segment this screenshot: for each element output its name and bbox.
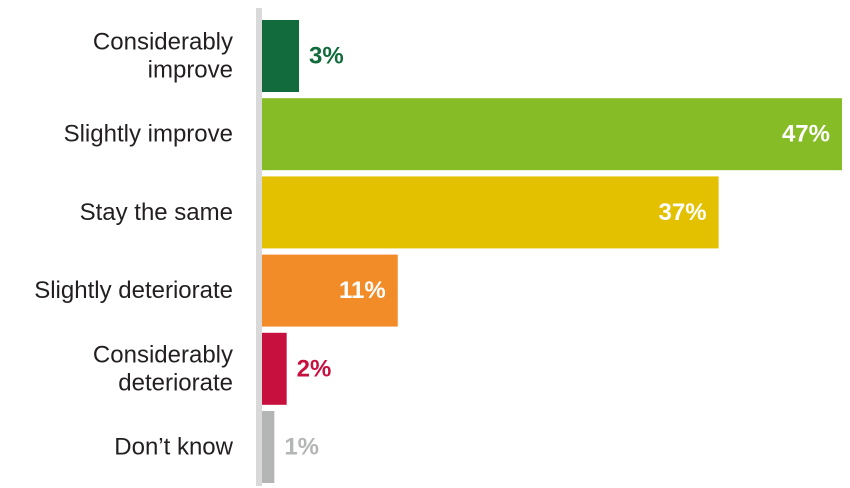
category-label-line: Considerably — [93, 341, 233, 368]
category-label-line: Don’t know — [114, 434, 233, 461]
category-label-line: Slightly deteriorate — [34, 277, 233, 304]
category-label-line: Considerably — [93, 29, 233, 56]
bar — [262, 176, 719, 249]
category-label: Slightly deteriorate — [34, 277, 233, 304]
category-label: Stay the same — [80, 199, 233, 226]
value-label: 47% — [782, 121, 830, 148]
category-axis — [256, 8, 262, 486]
category-label: Don’t know — [114, 434, 233, 461]
bar — [262, 20, 300, 92]
category-label: Considerably deteriorate — [93, 341, 233, 396]
value-label: 2% — [297, 355, 332, 382]
value-label: 3% — [309, 43, 344, 70]
category-label-line: improve — [148, 57, 233, 84]
bar — [262, 254, 398, 327]
category-label-line: deteriorate — [118, 369, 233, 396]
bar — [262, 98, 842, 171]
category-label: Considerably improve — [93, 29, 233, 84]
category-label: Slightly improve — [64, 121, 233, 148]
category-label-line: Stay the same — [80, 199, 233, 226]
value-label: 11% — [339, 277, 386, 304]
value-label: 1% — [284, 434, 319, 461]
category-label-line: Slightly improve — [64, 121, 233, 148]
bar — [262, 332, 287, 405]
bar — [262, 411, 275, 483]
value-label: 37% — [659, 199, 707, 226]
